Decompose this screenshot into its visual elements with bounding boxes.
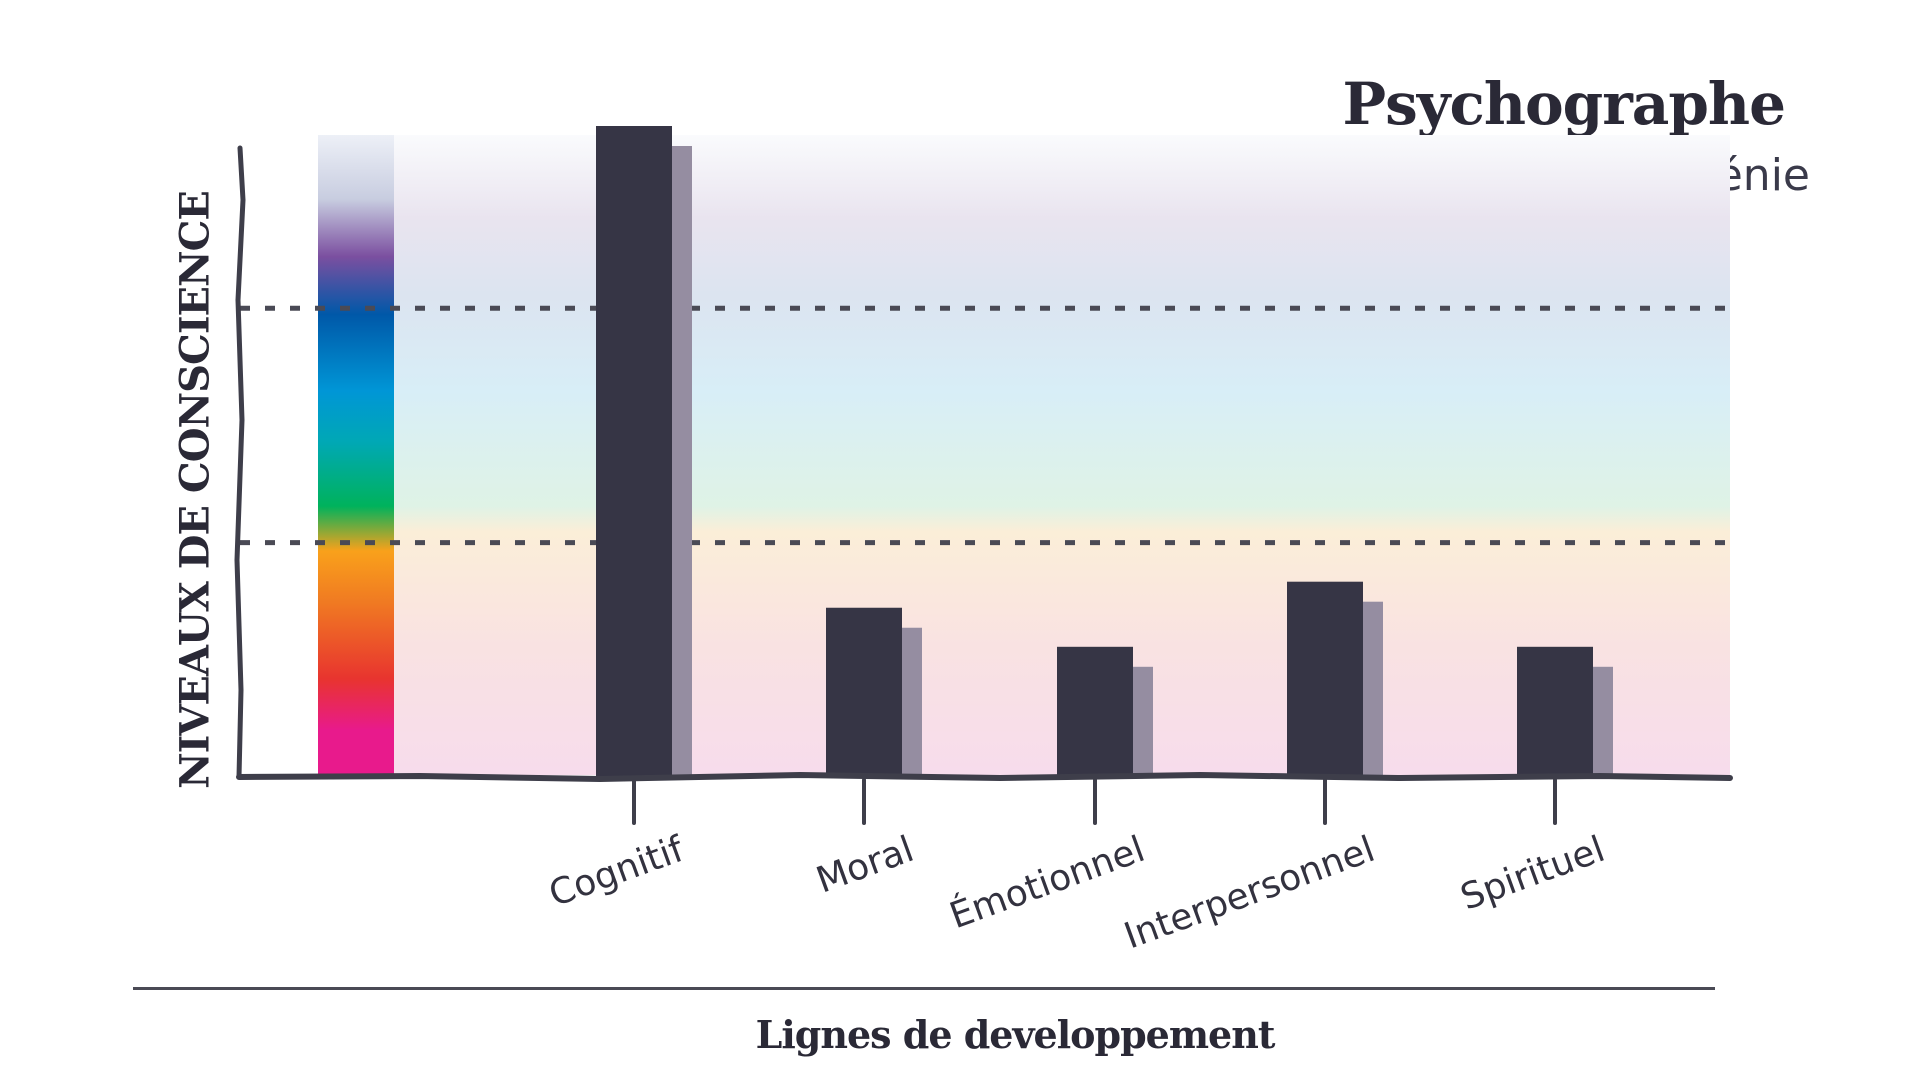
x-ticks	[632, 778, 1557, 825]
bar-cognitif	[596, 126, 672, 777]
bars	[596, 126, 1613, 777]
bar-shadow-interpersonnel	[1361, 601, 1383, 777]
bar-spirituel	[1517, 646, 1593, 777]
x-tick-label-interpersonnel: Interpersonnel	[1119, 829, 1380, 957]
x-tick-label-spirituel: Spirituel	[1455, 829, 1610, 919]
bar-shadow-spirituel	[1591, 666, 1613, 777]
bar-emotionnel	[1057, 646, 1133, 777]
bar-interpersonnel	[1287, 581, 1363, 777]
y-axis-line	[234, 145, 246, 780]
x-axis-label: Lignes de developpement	[755, 1012, 1276, 1057]
x-axis-line	[236, 771, 1733, 783]
bar-shadow-cognitif	[670, 146, 692, 777]
bar-shadow-moral	[900, 627, 922, 777]
bar-moral	[826, 607, 902, 777]
x-tick-label-cognitif: Cognitif	[544, 828, 690, 915]
x-tick-label-moral: Moral	[811, 829, 919, 902]
consciousness-spectrum	[318, 135, 394, 775]
chart-title: Psychographe	[1342, 70, 1786, 138]
bar-shadow-emotionnel	[1131, 666, 1153, 777]
divider-line	[133, 987, 1715, 990]
